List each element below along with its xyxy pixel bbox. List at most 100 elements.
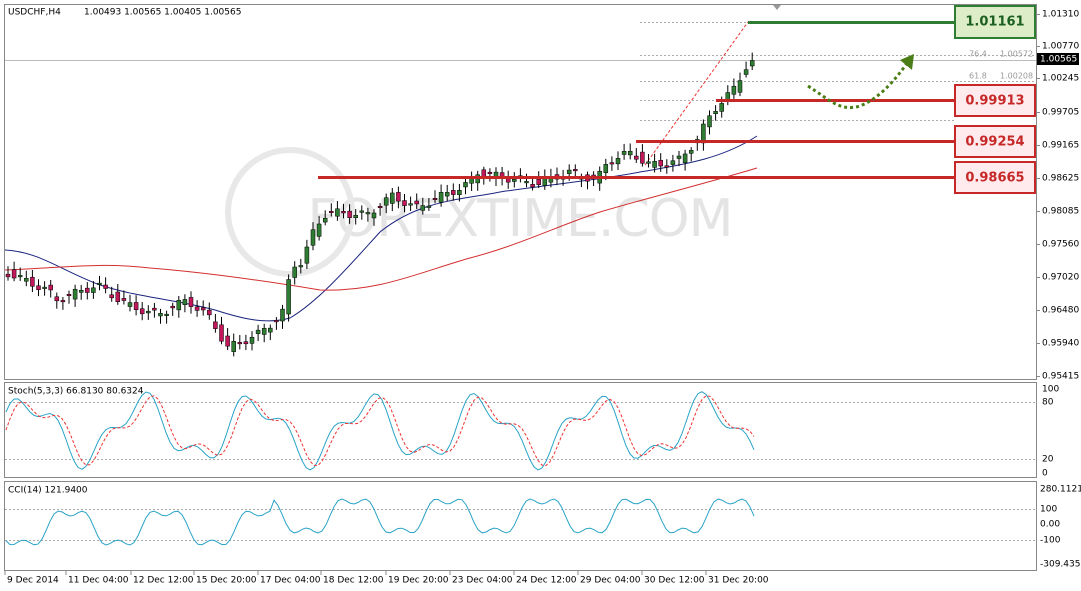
candle-body — [390, 192, 395, 204]
current-price-tag — [1037, 53, 1079, 65]
candle-body — [274, 320, 279, 323]
candle-body — [164, 313, 169, 316]
candle-body — [347, 210, 352, 218]
candle-body — [310, 229, 316, 246]
candle-body — [261, 328, 267, 335]
price-label: 0.99165 — [1042, 141, 1079, 151]
level-label: 0.98665 — [965, 171, 1024, 186]
arrow-head — [900, 54, 914, 70]
candle-body — [66, 294, 72, 297]
time-label: 29 Dec 04:00 — [580, 576, 641, 586]
cci-axis-label: -309.435 — [1040, 560, 1080, 570]
candle-body — [743, 69, 749, 75]
candle-body — [103, 284, 108, 289]
candle-body — [524, 181, 529, 184]
stoch-axis-label: 100 — [1042, 385, 1059, 395]
cci-label: CCI(14) 121.9400 — [8, 486, 88, 496]
price-label: 0.98085 — [1042, 207, 1079, 217]
price-label: 0.99705 — [1042, 108, 1079, 118]
candle-body — [322, 218, 328, 223]
stoch-signal — [5, 395, 755, 467]
candle-body — [115, 291, 121, 303]
candle-body — [658, 159, 663, 167]
candle-body — [731, 85, 737, 95]
candle-body — [91, 287, 96, 293]
fibo-ratio: 76.4 — [969, 50, 987, 59]
candle-body — [420, 205, 426, 211]
candle-body — [109, 294, 114, 299]
candle-body — [383, 197, 389, 206]
candle-body — [207, 309, 212, 316]
candle-body — [127, 302, 133, 307]
candle-body — [152, 307, 157, 311]
candle-body — [237, 342, 243, 345]
candle-body — [11, 269, 17, 279]
candle-body — [30, 276, 35, 287]
candle-body — [268, 327, 273, 333]
candle-body — [719, 103, 724, 112]
candle-body — [426, 205, 432, 208]
candle-body — [280, 308, 285, 322]
candle-body — [713, 111, 718, 114]
candle-body — [72, 288, 78, 300]
price-label: 0.97020 — [1042, 273, 1079, 283]
candle-body — [438, 192, 444, 203]
candle-body — [377, 205, 383, 208]
candle-body — [176, 300, 182, 311]
price-label: 0.97560 — [1042, 240, 1079, 250]
candle-body — [530, 184, 535, 188]
candle-body — [432, 197, 438, 200]
candle-body — [231, 341, 236, 352]
watermark-logo — [225, 147, 355, 277]
candle-body — [457, 190, 462, 195]
cci-axis-label: -100 — [1040, 536, 1061, 546]
candle-body — [566, 169, 572, 174]
candle-body — [24, 278, 29, 282]
main-panel-frame — [4, 4, 1037, 380]
candle-body — [304, 246, 310, 264]
candle-body — [286, 279, 291, 315]
ma-slow — [4, 167, 758, 291]
price-label: 0.95415 — [1042, 372, 1079, 382]
price-label: 0.95940 — [1042, 339, 1079, 349]
candle-body — [396, 192, 401, 202]
price-label: 1.01310 — [1042, 10, 1079, 20]
candle-body — [451, 190, 456, 195]
candle-body — [688, 150, 694, 154]
symbol: USDCHF,H4 — [8, 8, 61, 18]
candle-body — [682, 153, 688, 163]
candle-body — [408, 203, 413, 206]
stoch-axis-label: 80 — [1042, 398, 1054, 408]
candle-body — [615, 158, 621, 165]
candle-body — [371, 212, 377, 219]
candle-body — [158, 313, 163, 317]
candle-body — [54, 296, 60, 302]
candle-body — [170, 305, 175, 309]
fibo-trend — [644, 21, 749, 166]
cci-axis-label: 100 — [1040, 505, 1057, 515]
candle-body — [329, 210, 334, 213]
candle-body — [512, 178, 517, 182]
price-label: 0.98625 — [1042, 174, 1079, 184]
fibo-ratio: 61.8 — [969, 72, 987, 81]
candle-body — [444, 192, 450, 197]
candle-body — [298, 265, 304, 268]
time-label: 24 Dec 12:00 — [516, 576, 577, 586]
time-label: 12 Dec 12:00 — [133, 576, 194, 586]
stoch-label: Stoch(5,3,3) 66.8130 80.6324 — [8, 387, 144, 397]
candle-body — [17, 275, 23, 278]
stoch-axis-label: 0 — [1042, 469, 1048, 479]
current-price: 1.00565 — [1040, 55, 1077, 65]
time-label: 30 Dec 12:00 — [644, 576, 705, 586]
candle-body — [60, 300, 66, 303]
candle-body — [5, 273, 11, 278]
target-box — [954, 5, 1036, 39]
candle-body — [621, 151, 627, 155]
candle-body — [353, 214, 358, 218]
candle-body — [316, 223, 322, 237]
cci-line — [5, 498, 755, 546]
level-label: 0.99913 — [965, 94, 1024, 109]
candle-body — [670, 160, 676, 165]
candle-body — [78, 290, 84, 293]
